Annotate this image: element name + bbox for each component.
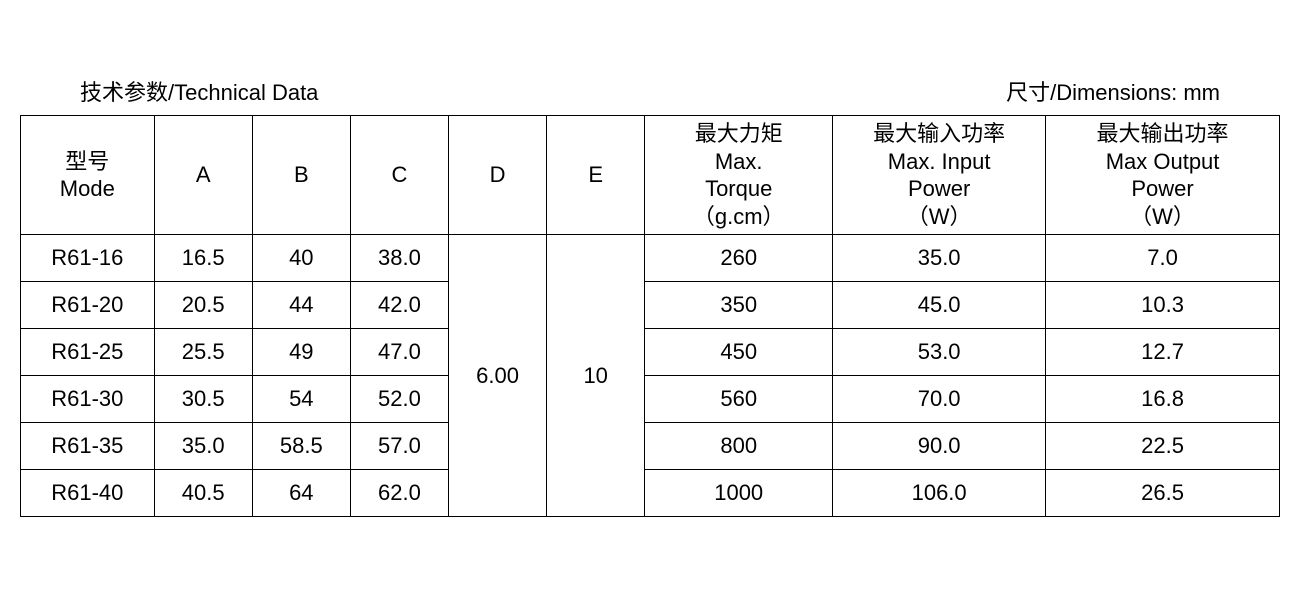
cell-a: 35.0 [154, 423, 252, 470]
cell-mode: R61-30 [21, 376, 155, 423]
col-header-torque: 最大力矩 Max. Torque （g.cm） [645, 116, 833, 235]
cell-a: 30.5 [154, 376, 252, 423]
cell-c: 38.0 [350, 235, 448, 282]
cell-pin: 35.0 [833, 235, 1046, 282]
table-row: R61-35 35.0 58.5 57.0 800 90.0 22.5 [21, 423, 1280, 470]
col-header-torque-zh: 最大力矩 [647, 120, 830, 148]
table-section: 技术参数/Technical Data 尺寸/Dimensions: mm 型号… [20, 75, 1280, 517]
table-row: R61-16 16.5 40 38.0 6.00 10 260 35.0 7.0 [21, 235, 1280, 282]
cell-b: 54 [252, 376, 350, 423]
cell-c: 42.0 [350, 282, 448, 329]
col-header-torque-unit: （g.cm） [647, 203, 830, 231]
cell-e-shared: 10 [547, 235, 645, 517]
table-row: R61-30 30.5 54 52.0 560 70.0 16.8 [21, 376, 1280, 423]
cell-pin: 106.0 [833, 470, 1046, 517]
cell-a: 20.5 [154, 282, 252, 329]
col-header-mode-zh: 型号 [23, 148, 152, 176]
cell-torque: 800 [645, 423, 833, 470]
col-header-torque-en1: Max. [647, 148, 830, 176]
cell-mode: R61-20 [21, 282, 155, 329]
col-header-pin-en2: Power [835, 175, 1043, 203]
col-header-pout-zh: 最大输出功率 [1048, 120, 1277, 148]
col-header-pin-zh: 最大输入功率 [835, 120, 1043, 148]
cell-pout: 7.0 [1046, 235, 1280, 282]
cell-a: 40.5 [154, 470, 252, 517]
cell-pin: 70.0 [833, 376, 1046, 423]
cell-c: 47.0 [350, 329, 448, 376]
col-header-output-power: 最大输出功率 Max Output Power （W） [1046, 116, 1280, 235]
col-header-pout-unit: （W） [1048, 203, 1277, 231]
col-header-mode: 型号 Mode [21, 116, 155, 235]
cell-torque: 1000 [645, 470, 833, 517]
col-header-pin-en1: Max. Input [835, 148, 1043, 176]
table-row: R61-20 20.5 44 42.0 350 45.0 10.3 [21, 282, 1280, 329]
col-header-e: E [547, 116, 645, 235]
cell-torque: 450 [645, 329, 833, 376]
col-header-torque-en2: Torque [647, 175, 830, 203]
cell-a: 25.5 [154, 329, 252, 376]
title-dimensions: 尺寸/Dimensions: mm [1006, 75, 1220, 107]
spec-table: 型号 Mode A B C D E 最大力矩 Max. Torque （g.cm… [20, 115, 1280, 517]
col-header-pin-unit: （W） [835, 203, 1043, 231]
col-header-pout-en1: Max Output [1048, 148, 1277, 176]
cell-mode: R61-40 [21, 470, 155, 517]
cell-mode: R61-16 [21, 235, 155, 282]
cell-b: 40 [252, 235, 350, 282]
cell-pout: 16.8 [1046, 376, 1280, 423]
cell-mode: R61-25 [21, 329, 155, 376]
cell-pout: 12.7 [1046, 329, 1280, 376]
cell-mode: R61-35 [21, 423, 155, 470]
cell-b: 44 [252, 282, 350, 329]
col-header-b: B [252, 116, 350, 235]
cell-b: 64 [252, 470, 350, 517]
cell-b: 49 [252, 329, 350, 376]
cell-d-shared: 6.00 [449, 235, 547, 517]
title-technical-data: 技术参数/Technical Data [80, 75, 318, 107]
col-header-a: A [154, 116, 252, 235]
table-header-row: 型号 Mode A B C D E 最大力矩 Max. Torque （g.cm… [21, 116, 1280, 235]
cell-a: 16.5 [154, 235, 252, 282]
cell-torque: 560 [645, 376, 833, 423]
cell-c: 52.0 [350, 376, 448, 423]
col-header-c: C [350, 116, 448, 235]
cell-pout: 10.3 [1046, 282, 1280, 329]
cell-c: 62.0 [350, 470, 448, 517]
cell-pout: 26.5 [1046, 470, 1280, 517]
cell-pin: 45.0 [833, 282, 1046, 329]
table-row: R61-25 25.5 49 47.0 450 53.0 12.7 [21, 329, 1280, 376]
cell-torque: 260 [645, 235, 833, 282]
col-header-pout-en2: Power [1048, 175, 1277, 203]
cell-pout: 22.5 [1046, 423, 1280, 470]
col-header-input-power: 最大输入功率 Max. Input Power （W） [833, 116, 1046, 235]
cell-torque: 350 [645, 282, 833, 329]
cell-pin: 90.0 [833, 423, 1046, 470]
cell-pin: 53.0 [833, 329, 1046, 376]
cell-b: 58.5 [252, 423, 350, 470]
cell-c: 57.0 [350, 423, 448, 470]
col-header-mode-en: Mode [23, 175, 152, 203]
titles-bar: 技术参数/Technical Data 尺寸/Dimensions: mm [20, 75, 1280, 115]
col-header-d: D [449, 116, 547, 235]
table-row: R61-40 40.5 64 62.0 1000 106.0 26.5 [21, 470, 1280, 517]
